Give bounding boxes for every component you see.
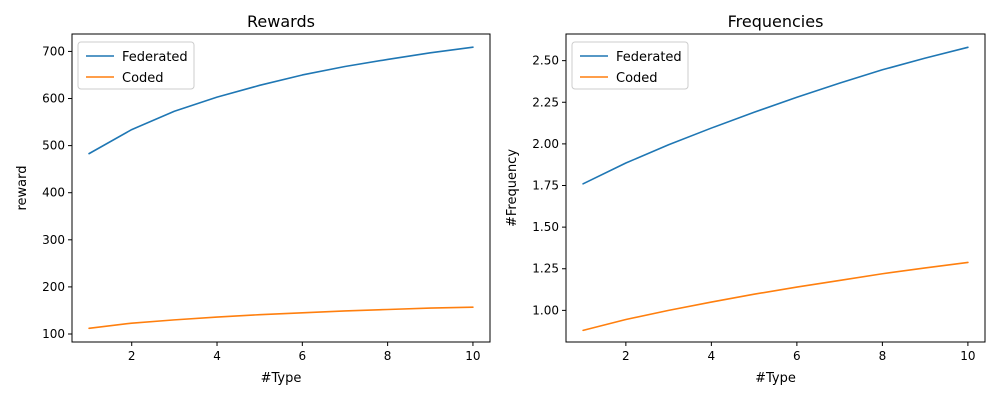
frequencies-series-line-federated [582, 46, 969, 185]
frequencies-y-tick-label: 2.50 [532, 54, 559, 68]
frequencies-y-tick-label: 2.25 [532, 95, 559, 109]
rewards-series-line-federated [88, 46, 474, 155]
frequencies-axes-frame [565, 33, 986, 343]
rewards-legend-label: Coded [122, 71, 164, 86]
frequencies-x-tick-label: 2 [622, 349, 630, 363]
rewards-y-tick-label: 700 [42, 44, 65, 58]
rewards-chart-title: Rewards [247, 12, 315, 31]
frequencies-x-axis-label: #Type [755, 371, 796, 386]
frequencies-x-tick-label: 10 [960, 349, 975, 363]
frequencies-x-tick-label: 8 [879, 349, 887, 363]
rewards-x-tick-label: 8 [384, 349, 392, 363]
rewards-y-tick-label: 100 [42, 327, 65, 341]
frequencies-x-tick-label: 6 [793, 349, 801, 363]
rewards-x-tick-label: 2 [128, 349, 136, 363]
rewards-x-tick-label: 4 [213, 349, 221, 363]
rewards-axes-frame [71, 33, 491, 343]
rewards-x-axis-label: #Type [261, 371, 302, 386]
rewards-y-tick-label: 500 [42, 139, 65, 153]
frequencies-chart-title: Frequencies [728, 12, 824, 31]
rewards-series-line-coded [88, 306, 474, 330]
frequencies-legend-label: Federated [616, 50, 682, 65]
rewards-y-tick-label: 600 [42, 92, 65, 106]
rewards-legend-label: Federated [122, 50, 188, 65]
rewards-y-tick-label: 200 [42, 280, 65, 294]
rewards-y-axis-label: reward [15, 165, 30, 210]
rewards-y-tick-label: 300 [42, 233, 65, 247]
frequencies-y-tick-label: 1.50 [532, 220, 559, 234]
rewards-y-tick-label: 400 [42, 186, 65, 200]
rewards-x-tick-label: 10 [465, 349, 480, 363]
rewards-x-tick-label: 6 [299, 349, 307, 363]
frequencies-y-tick-label: 1.75 [532, 179, 559, 193]
frequencies-y-tick-label: 1.00 [532, 303, 559, 317]
frequencies-x-tick-label: 4 [708, 349, 716, 363]
frequencies-y-tick-label: 1.25 [532, 262, 559, 276]
frequencies-legend-label: Coded [616, 71, 658, 86]
frequencies-series-line-coded [582, 261, 969, 332]
frequencies-y-tick-label: 2.00 [532, 137, 559, 151]
frequencies-y-axis-label: #Frequency [505, 149, 520, 227]
